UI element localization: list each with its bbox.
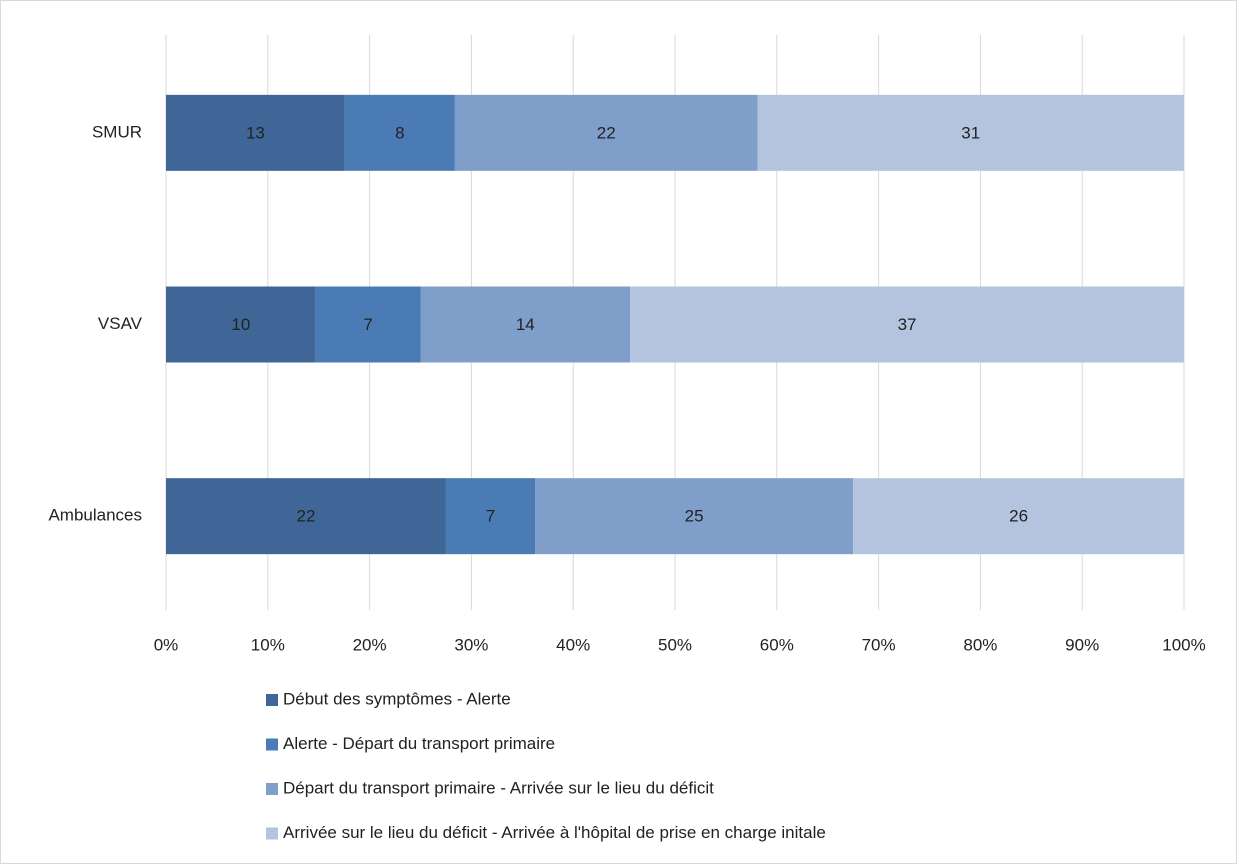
legend-swatch bbox=[266, 827, 278, 840]
bar-segment bbox=[166, 286, 316, 363]
data-label: 22 bbox=[597, 123, 616, 142]
data-label: 10 bbox=[231, 315, 250, 334]
data-label: 31 bbox=[961, 123, 980, 142]
x-tick-label: 40% bbox=[556, 635, 590, 654]
y-tick-label: Ambulances bbox=[48, 506, 142, 525]
x-tick-label: 60% bbox=[760, 635, 794, 654]
y-tick-label: VSAV bbox=[98, 314, 143, 333]
bar-segment bbox=[535, 478, 854, 555]
x-tick-label: 20% bbox=[353, 635, 387, 654]
data-label: 37 bbox=[898, 315, 917, 334]
bar-segment bbox=[445, 478, 536, 555]
data-label: 26 bbox=[1009, 507, 1028, 526]
legend-label: Arrivée sur le lieu du déficit - Arrivée… bbox=[283, 823, 826, 842]
y-tick-label: SMUR bbox=[92, 122, 142, 141]
legend-swatch bbox=[266, 694, 278, 706]
data-label: 7 bbox=[363, 315, 372, 334]
bar-segment bbox=[853, 478, 1184, 555]
bar-segment bbox=[315, 286, 421, 363]
legend-label: Alerte - Départ du transport primaire bbox=[283, 734, 555, 753]
x-tick-label: 30% bbox=[454, 635, 488, 654]
bar-segment bbox=[454, 94, 758, 171]
legend-swatch bbox=[266, 783, 278, 795]
data-label: 14 bbox=[516, 315, 535, 334]
x-tick-label: 90% bbox=[1065, 635, 1099, 654]
bar-segment bbox=[166, 478, 446, 555]
data-label: 8 bbox=[395, 123, 404, 142]
bar-segment bbox=[344, 94, 455, 171]
x-tick-label: 50% bbox=[658, 635, 692, 654]
data-label: 25 bbox=[685, 507, 704, 526]
bar-segment bbox=[166, 94, 345, 171]
legend-label: Début des symptômes - Alerte bbox=[283, 689, 511, 708]
x-tick-label: 70% bbox=[862, 635, 896, 654]
data-label: 22 bbox=[297, 507, 316, 526]
data-label: 13 bbox=[246, 123, 265, 142]
legend-label: Départ du transport primaire - Arrivée s… bbox=[283, 778, 714, 797]
x-tick-label: 10% bbox=[251, 635, 285, 654]
data-label: 7 bbox=[486, 507, 495, 526]
bar-segment bbox=[757, 94, 1184, 171]
bar-segment bbox=[420, 286, 631, 363]
x-tick-label: 100% bbox=[1162, 635, 1205, 654]
bar-segment bbox=[630, 286, 1184, 363]
x-tick-label: 0% bbox=[154, 635, 179, 654]
x-tick-label: 80% bbox=[963, 635, 997, 654]
legend-swatch bbox=[266, 738, 278, 751]
